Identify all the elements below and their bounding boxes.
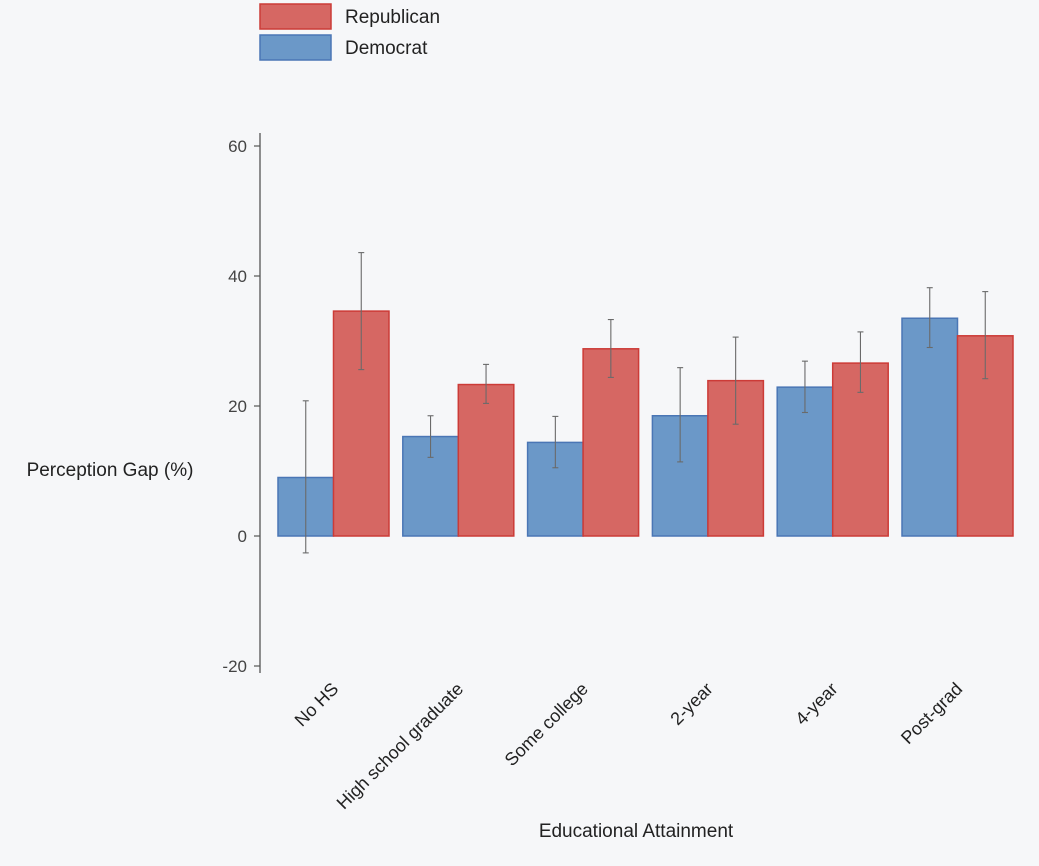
legend-label: Republican bbox=[345, 7, 440, 28]
legend-swatch bbox=[259, 34, 332, 61]
error-bar-republican-1 bbox=[483, 363, 490, 404]
x-tick-label: 4-year bbox=[791, 679, 841, 729]
x-tick-label: 2-year bbox=[667, 679, 717, 729]
x-tick-label: No HS bbox=[291, 679, 343, 731]
legend: Republican Democrat bbox=[259, 3, 440, 61]
y-tick-label: 40 bbox=[228, 267, 247, 286]
bar-republican-1 bbox=[457, 383, 515, 537]
error-bar-democrat-2 bbox=[552, 415, 559, 469]
y-tick-label: 20 bbox=[228, 397, 247, 416]
bar-democrat-4 bbox=[776, 386, 834, 537]
error-bar-democrat-1 bbox=[427, 415, 434, 458]
legend-label: Democrat bbox=[345, 38, 428, 59]
x-axis-title: Educational Attainment bbox=[539, 821, 734, 842]
bar-democrat-5 bbox=[901, 317, 959, 537]
y-tick-label: -20 bbox=[222, 657, 247, 676]
bars-layer bbox=[277, 310, 1014, 537]
error-bar-republican-4 bbox=[857, 331, 864, 393]
y-tick-label: 60 bbox=[228, 137, 247, 156]
errorbars-layer bbox=[302, 252, 989, 554]
error-bar-democrat-5 bbox=[926, 287, 933, 349]
error-bar-republican-5 bbox=[982, 291, 989, 380]
error-bar-democrat-3 bbox=[677, 367, 684, 463]
legend-item-democrat: Democrat bbox=[259, 34, 428, 61]
y-axis: -20 0 20 40 60 bbox=[222, 133, 261, 676]
error-bar-republican-0 bbox=[358, 252, 365, 371]
error-bar-republican-2 bbox=[607, 318, 614, 378]
bar-republican-4 bbox=[831, 362, 889, 537]
bar-republican-2 bbox=[582, 348, 640, 537]
error-bar-democrat-0 bbox=[302, 400, 309, 554]
legend-swatch bbox=[259, 3, 332, 30]
error-bar-republican-3 bbox=[732, 336, 739, 425]
error-bar-democrat-4 bbox=[801, 360, 808, 414]
x-tick-label: Post-grad bbox=[897, 679, 966, 748]
y-tick-label: 0 bbox=[238, 527, 247, 546]
legend-item-republican: Republican bbox=[259, 3, 440, 30]
y-axis-title: Perception Gap (%) bbox=[27, 460, 194, 481]
x-tick-label: High school graduate bbox=[333, 679, 467, 813]
x-tick-label: Some college bbox=[501, 679, 592, 770]
